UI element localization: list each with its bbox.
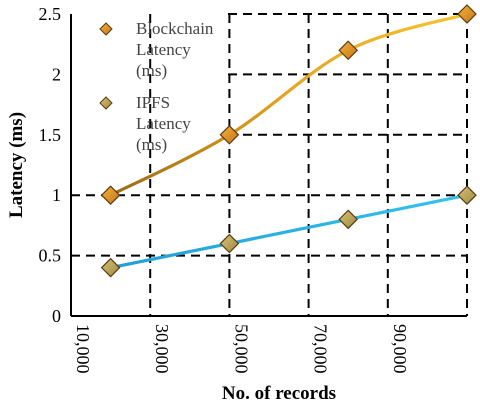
data-point-marker (219, 233, 240, 254)
data-point-marker (457, 4, 477, 24)
data-point-marker (457, 185, 477, 206)
y-tick-label: 2.5 (39, 4, 62, 24)
x-axis-title: No. of records (222, 383, 336, 404)
legend-marker (99, 22, 113, 36)
legend-marker (99, 96, 113, 110)
data-point-marker (219, 124, 240, 145)
legend-label: Latency (136, 40, 191, 59)
y-tick-label: 0.5 (39, 246, 62, 266)
data-point-marker (100, 185, 121, 206)
legend-label: Blockchain (136, 19, 214, 38)
legend-label: IPFS (136, 93, 170, 112)
series-line-blockchain (109, 12, 468, 197)
tick-labels: 0 0.5 1 1.5 2 2.5 10,000 30,000 50,000 70,000 90,0… (39, 4, 410, 374)
legend-label: (ms) (136, 61, 167, 80)
gridlines (71, 13, 468, 316)
y-axis-title: Latency (ms) (6, 112, 27, 218)
x-tick-label: 10,000 (73, 324, 93, 374)
axes (70, 14, 467, 317)
x-tick-label: 30,000 (152, 324, 172, 374)
x-tick-label: 50,000 (231, 324, 251, 374)
y-tick-label: 1 (52, 185, 61, 205)
data-point-marker (338, 40, 359, 61)
series-line-ipfs (110, 193, 468, 270)
y-tick-label: 1.5 (39, 125, 62, 145)
legend-label: (ms) (136, 135, 167, 154)
data-point-marker (338, 209, 359, 230)
y-tick-label: 2 (52, 64, 61, 84)
series-lines (100, 4, 477, 278)
data-point-marker (100, 257, 121, 278)
legend-label: Latency (136, 114, 191, 133)
x-tick-label: 90,000 (390, 324, 410, 374)
legend: Blockchain Latency (ms) IPFS Latency (ms) (84, 19, 214, 154)
y-tick-label: 0 (52, 306, 61, 326)
x-tick-label: 70,000 (311, 324, 331, 374)
